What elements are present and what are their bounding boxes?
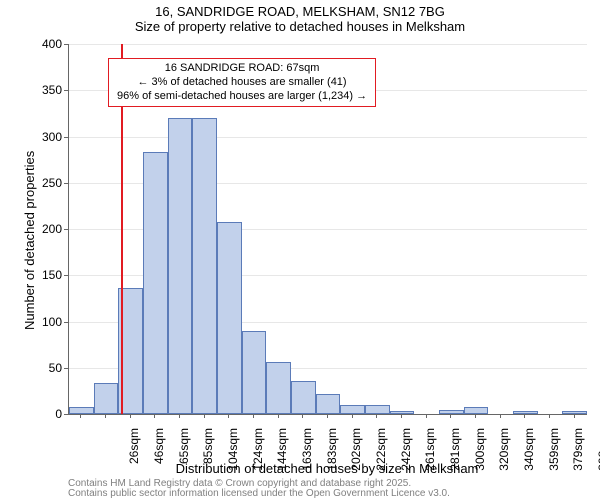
x-tick-mark [80, 414, 81, 418]
histogram-bar [143, 152, 168, 414]
y-tick-label: 400 [12, 37, 62, 51]
x-tick-label: 222sqm [374, 428, 388, 478]
y-tick-mark [64, 137, 68, 138]
histogram-bar [513, 411, 538, 414]
x-tick-mark [500, 414, 501, 418]
annotation-line-1: 16 SANDRIDGE ROAD: 67sqm [117, 62, 367, 76]
x-tick-label: 261sqm [423, 428, 437, 478]
x-tick-label: 104sqm [226, 428, 240, 478]
x-tick-mark [376, 414, 377, 418]
x-tick-mark [253, 414, 254, 418]
y-tick-label: 250 [12, 176, 62, 190]
histogram-bar [266, 362, 291, 414]
footnote: Contains HM Land Registry data © Crown c… [68, 479, 450, 499]
annotation-line-2: ← 3% of detached houses are smaller (41) [117, 76, 367, 90]
y-tick-label: 350 [12, 83, 62, 97]
x-tick-mark [228, 414, 229, 418]
x-tick-label: 340sqm [522, 428, 536, 478]
y-tick-mark [64, 275, 68, 276]
annotation-box: 16 SANDRIDGE ROAD: 67sqm← 3% of detached… [108, 58, 376, 107]
y-tick-label: 0 [12, 407, 62, 421]
x-tick-mark [105, 414, 106, 418]
x-tick-mark [154, 414, 155, 418]
y-tick-label: 300 [12, 130, 62, 144]
x-tick-label: 26sqm [127, 428, 141, 478]
x-tick-mark [302, 414, 303, 418]
y-tick-label: 200 [12, 222, 62, 236]
x-tick-label: 242sqm [399, 428, 413, 478]
x-tick-mark [401, 414, 402, 418]
x-tick-label: 124sqm [251, 428, 265, 478]
histogram-bar [365, 405, 390, 414]
histogram-bar [316, 394, 341, 414]
x-tick-label: 300sqm [473, 428, 487, 478]
y-tick-mark [64, 368, 68, 369]
y-tick-mark [64, 44, 68, 45]
grid-line [69, 44, 587, 45]
histogram-bar [192, 118, 217, 414]
y-tick-label: 100 [12, 315, 62, 329]
y-tick-mark [64, 322, 68, 323]
x-tick-mark [327, 414, 328, 418]
x-tick-label: 85sqm [201, 428, 215, 478]
title-line-2: Size of property relative to detached ho… [0, 19, 600, 34]
x-tick-mark [524, 414, 525, 418]
x-tick-label: 320sqm [497, 428, 511, 478]
histogram-bar [217, 222, 242, 414]
histogram-bar [340, 405, 365, 414]
x-tick-mark [549, 414, 550, 418]
title-line-1: 16, SANDRIDGE ROAD, MELKSHAM, SN12 7BG [0, 4, 600, 19]
footnote-line-2: Contains public sector information licen… [68, 489, 450, 499]
histogram-bar [69, 407, 94, 414]
histogram-bar [439, 410, 464, 414]
y-tick-label: 50 [12, 361, 62, 375]
chart-container: 16, SANDRIDGE ROAD, MELKSHAM, SN12 7BG S… [0, 0, 600, 500]
histogram-bar [94, 383, 119, 414]
x-tick-mark [426, 414, 427, 418]
x-tick-label: 183sqm [325, 428, 339, 478]
y-tick-mark [64, 229, 68, 230]
y-tick-mark [64, 414, 68, 415]
annotation-line-3: 96% of semi-detached houses are larger (… [117, 90, 367, 104]
x-tick-mark [179, 414, 180, 418]
histogram-bar [242, 331, 267, 414]
x-tick-label: 398sqm [596, 428, 600, 478]
y-tick-label: 150 [12, 268, 62, 282]
x-tick-label: 144sqm [275, 428, 289, 478]
x-tick-label: 163sqm [300, 428, 314, 478]
grid-line [69, 137, 587, 138]
x-tick-label: 202sqm [349, 428, 363, 478]
x-tick-mark [450, 414, 451, 418]
x-tick-label: 359sqm [547, 428, 561, 478]
x-tick-label: 46sqm [152, 428, 166, 478]
x-tick-mark [574, 414, 575, 418]
x-tick-label: 379sqm [571, 428, 585, 478]
x-tick-label: 65sqm [177, 428, 191, 478]
y-tick-mark [64, 90, 68, 91]
x-tick-mark [130, 414, 131, 418]
x-tick-mark [475, 414, 476, 418]
chart-title: 16, SANDRIDGE ROAD, MELKSHAM, SN12 7BG S… [0, 4, 600, 34]
x-tick-mark [204, 414, 205, 418]
histogram-bar [291, 381, 316, 414]
x-tick-mark [278, 414, 279, 418]
histogram-bar [168, 118, 193, 414]
x-tick-label: 281sqm [448, 428, 462, 478]
y-tick-mark [64, 183, 68, 184]
x-tick-mark [352, 414, 353, 418]
histogram-bar [464, 407, 489, 414]
histogram-bar [562, 411, 587, 414]
